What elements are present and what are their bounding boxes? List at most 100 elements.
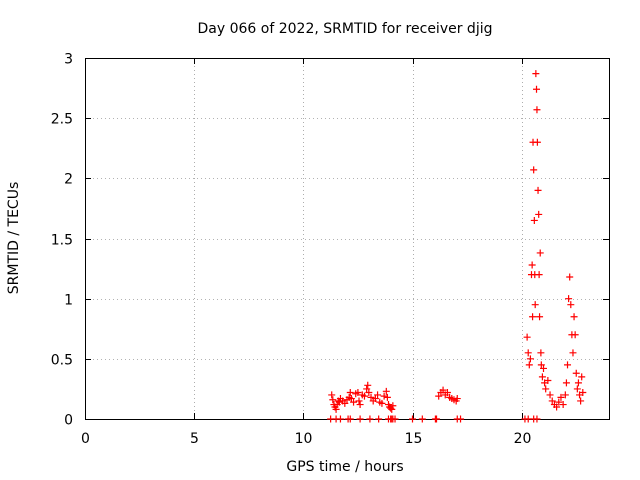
data-point xyxy=(577,397,585,405)
x-tick-label: 0 xyxy=(81,431,90,447)
x-tick-label: 15 xyxy=(405,431,423,447)
data-point xyxy=(530,166,538,174)
data-point xyxy=(553,403,561,411)
data-point xyxy=(533,106,541,114)
data-point xyxy=(534,186,542,194)
data-point xyxy=(336,415,344,423)
data-point xyxy=(570,313,578,321)
data-point xyxy=(346,389,354,397)
data-point xyxy=(561,391,569,399)
data-point xyxy=(562,379,570,387)
data-point xyxy=(557,393,565,401)
chart-title: Day 066 of 2022, SRMTID for receiver dji… xyxy=(198,21,493,37)
data-point xyxy=(537,361,545,369)
data-point xyxy=(364,381,372,389)
data-point xyxy=(328,391,336,399)
y-tick-label: 2.5 xyxy=(51,112,73,128)
data-point xyxy=(371,395,379,403)
data-point xyxy=(571,331,579,339)
data-point xyxy=(533,85,541,93)
data-point xyxy=(526,355,534,363)
data-point xyxy=(578,373,586,381)
x-tick-label: 20 xyxy=(514,431,532,447)
data-point xyxy=(350,398,358,406)
data-point xyxy=(533,415,541,423)
data-point xyxy=(564,361,572,369)
data-point xyxy=(346,415,354,423)
data-point xyxy=(332,405,340,413)
data-point xyxy=(537,349,545,357)
data-point xyxy=(347,395,355,403)
data-point xyxy=(572,369,580,377)
data-point xyxy=(530,216,538,224)
data-point xyxy=(374,391,382,399)
data-point xyxy=(528,261,536,269)
data-point xyxy=(356,415,364,423)
tick-marks xyxy=(85,58,609,420)
data-point xyxy=(542,385,550,393)
x-tick-label: 5 xyxy=(190,431,199,447)
data-point xyxy=(354,389,362,397)
data-point xyxy=(573,385,581,393)
data-point xyxy=(382,387,390,395)
y-tick-label: 1.5 xyxy=(51,233,73,249)
data-point xyxy=(567,301,575,309)
data-point xyxy=(329,396,337,404)
data-point xyxy=(544,376,552,384)
data-point xyxy=(375,415,383,423)
data-point xyxy=(569,349,577,357)
y-axis-title: SRMTID / TECUs xyxy=(6,182,22,295)
tick-labels: 0 5 10 15 20 0 0.5 1 1.5 2 2.5 3 xyxy=(51,52,532,448)
data-point xyxy=(535,210,543,218)
y-tick-label: 2 xyxy=(64,172,73,188)
data-point xyxy=(389,402,397,410)
data-point xyxy=(367,393,375,401)
data-point xyxy=(388,405,396,413)
data-points xyxy=(327,70,587,423)
data-point xyxy=(536,249,544,257)
data-point xyxy=(525,361,533,369)
data-point xyxy=(531,301,539,309)
data-point xyxy=(566,273,574,281)
data-point xyxy=(363,385,371,393)
data-point xyxy=(574,379,582,387)
data-point xyxy=(524,349,532,357)
data-point xyxy=(565,295,573,303)
data-point xyxy=(433,415,441,423)
data-point xyxy=(533,138,541,146)
data-point xyxy=(383,393,391,401)
data-point xyxy=(356,401,364,409)
grid-lines xyxy=(85,58,609,419)
data-point xyxy=(535,271,543,279)
data-point xyxy=(409,415,416,423)
data-point xyxy=(380,392,388,400)
data-point xyxy=(366,415,374,423)
data-point xyxy=(579,389,587,397)
y-tick-label: 3 xyxy=(64,52,73,68)
x-axis-title: GPS time / hours xyxy=(286,459,403,475)
data-point xyxy=(391,415,399,423)
data-point xyxy=(439,386,447,394)
data-point xyxy=(532,70,540,78)
y-tick-label: 1 xyxy=(64,293,73,309)
data-point xyxy=(443,389,451,397)
data-point xyxy=(378,399,386,407)
data-point xyxy=(355,397,363,405)
data-point xyxy=(546,391,554,399)
data-point xyxy=(529,313,537,321)
data-point xyxy=(341,399,349,407)
data-point xyxy=(540,364,547,372)
data-point xyxy=(548,397,556,405)
data-point xyxy=(559,401,567,409)
data-point xyxy=(523,333,531,341)
data-point xyxy=(365,389,373,397)
data-point xyxy=(538,373,546,381)
data-point xyxy=(335,398,343,406)
data-point xyxy=(360,392,368,400)
x-tick-label: 10 xyxy=(295,431,313,447)
data-point xyxy=(457,415,465,423)
data-point xyxy=(555,398,563,406)
y-tick-label: 0.5 xyxy=(51,353,73,369)
data-point xyxy=(435,392,443,400)
